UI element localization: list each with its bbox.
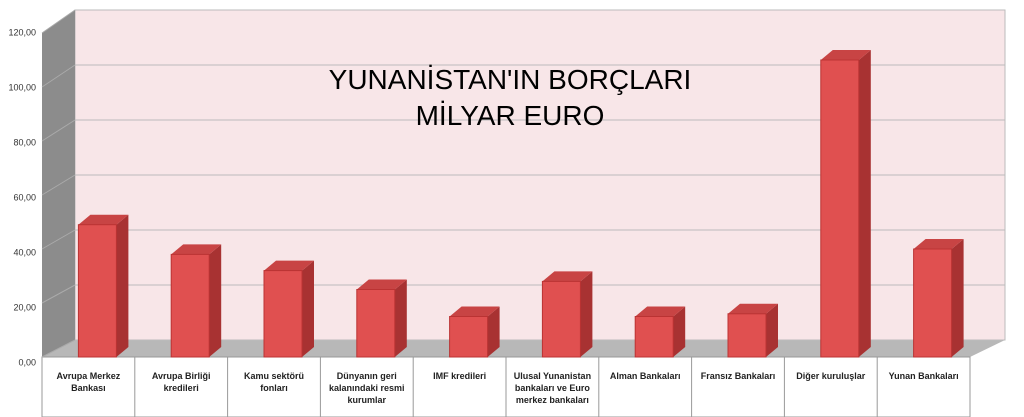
x-tick-label: Avrupa Merkez Bankası — [56, 371, 121, 393]
bar-side — [580, 271, 593, 357]
side-wall — [42, 10, 75, 357]
x-tick-label: Dünyanın geri kalanındaki resmi kurumlar — [329, 371, 405, 405]
grid-line — [41, 339, 76, 358]
bar-side — [209, 244, 222, 357]
bar-top — [635, 306, 686, 317]
y-tick-label: 120,00 — [8, 27, 36, 37]
bar-top — [820, 50, 871, 60]
bar — [541, 280, 581, 358]
bar-top — [264, 260, 314, 271]
bar-side — [302, 260, 314, 357]
y-tick-label: 100,00 — [8, 82, 36, 92]
bar-top — [913, 239, 964, 249]
grid-line — [41, 119, 76, 142]
bar — [449, 316, 489, 358]
bar — [913, 248, 953, 358]
bar — [77, 224, 117, 358]
grid-line — [41, 284, 76, 304]
bar-side — [394, 279, 407, 357]
grid-line — [41, 229, 76, 250]
x-tick-label: Yunan Bankaları — [888, 371, 959, 381]
bar — [170, 253, 210, 358]
bar-side — [116, 214, 129, 357]
bar-top — [542, 271, 593, 282]
bar-side — [858, 50, 871, 357]
bar-top — [171, 244, 222, 255]
bar-top — [449, 306, 500, 317]
x-tick-label: Avrupa Birliği kredileri — [151, 371, 211, 393]
y-tick-label: 0,00 — [18, 357, 36, 367]
bar-side — [951, 239, 964, 357]
bar — [634, 316, 674, 358]
bar-top — [356, 279, 407, 290]
title-line: MİLYAR EURO — [415, 100, 605, 131]
y-tick-label: 20,00 — [13, 302, 36, 312]
grid-line — [41, 9, 76, 34]
bar-side — [673, 306, 686, 357]
grid-line — [41, 64, 76, 88]
bar — [820, 59, 860, 358]
chart-title: YUNANİSTAN'IN BORÇLARI MİLYAR EURO — [240, 62, 780, 134]
x-tick-label: Kamu sektörü fonları — [243, 371, 305, 393]
x-tick-label: IMF kredileri — [433, 371, 487, 381]
bar-side — [766, 303, 778, 357]
x-tick-label: Alman Bankaları — [609, 371, 681, 381]
x-tick-label: Diğer kuruluşlar — [796, 371, 866, 381]
title-line: YUNANİSTAN'IN BORÇLARI — [328, 64, 692, 95]
bar-top — [78, 214, 129, 225]
x-tick-label: Fransız Bankaları — [700, 371, 776, 381]
bar-top — [728, 303, 778, 314]
y-tick-label: 60,00 — [13, 192, 36, 202]
bar — [263, 270, 303, 358]
y-tick-label: 40,00 — [13, 247, 36, 257]
bar — [356, 289, 396, 358]
y-tick-label: 80,00 — [13, 137, 36, 147]
bar-side — [487, 306, 500, 357]
x-tick-label: Ulusal Yunanistan bankaları ve Euro merk… — [513, 371, 592, 405]
grid-line — [41, 174, 76, 196]
bar — [727, 313, 767, 358]
